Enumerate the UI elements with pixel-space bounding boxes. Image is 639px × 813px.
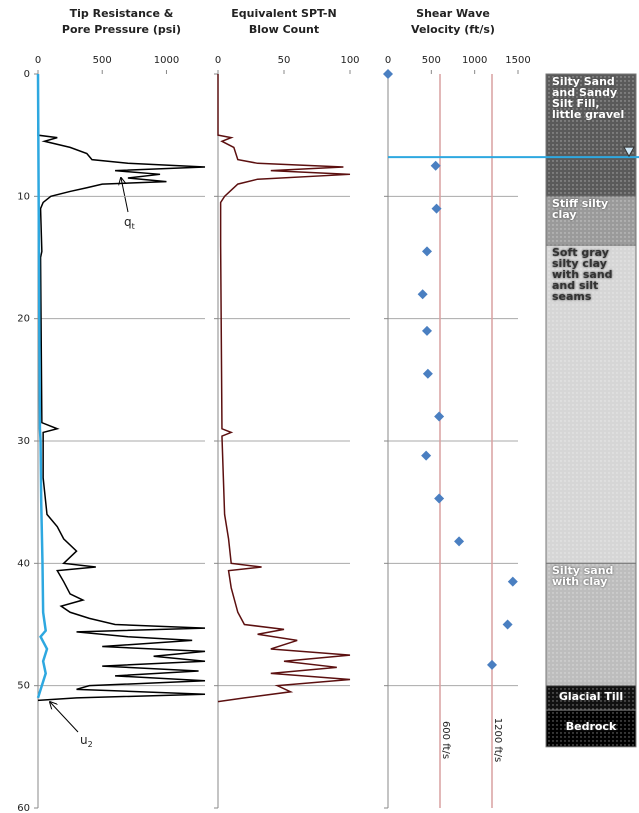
chart-title: Equivalent SPT-N	[231, 7, 336, 20]
stratum-texture	[546, 685, 636, 711]
data-point	[434, 411, 445, 422]
stratum-label-box: Silty sand with clay	[552, 564, 614, 589]
x-tick-label: 1000	[154, 55, 179, 66]
stratum-label: Glacial Till	[558, 689, 624, 703]
stratum-texture	[546, 563, 636, 686]
data-point	[422, 368, 433, 379]
x-tick-label: 100	[340, 55, 359, 66]
data-point	[507, 576, 518, 587]
x-tick-label: 1000	[462, 55, 487, 66]
data-point	[422, 325, 432, 336]
data-line	[37, 74, 206, 702]
stratum-label-box: Stiff silty clay	[552, 197, 609, 222]
y-tick-label: 0	[24, 69, 30, 80]
stratum-label-box: Glacial Till	[558, 689, 624, 703]
data-point	[431, 203, 442, 214]
x-tick-label: 0	[215, 55, 221, 66]
stratum-texture	[546, 710, 636, 747]
data-point	[421, 450, 432, 461]
chart-title: Shear Wave	[416, 7, 490, 20]
annotation: u2	[80, 733, 93, 749]
x-tick-label: 50	[278, 55, 291, 66]
data-point	[434, 493, 445, 504]
y-tick-label: 60	[17, 803, 30, 813]
data-point	[417, 289, 428, 300]
data-point	[422, 246, 432, 257]
data-line	[36, 73, 49, 699]
x-tick-label: 500	[422, 55, 441, 66]
annotation-arrow	[50, 702, 79, 733]
stratum-label: Silty Sand and Sandy Silt Fill, little g…	[552, 75, 625, 121]
data-point	[502, 619, 513, 630]
chart-title: Blow Count	[249, 23, 319, 36]
data-line	[217, 74, 351, 703]
data-point	[454, 536, 465, 547]
x-tick-label: 0	[35, 55, 41, 66]
stratum-texture	[546, 196, 636, 246]
annotation: qt	[124, 215, 135, 231]
stratum-label-box: Bedrock	[565, 720, 617, 734]
y-tick-label: 40	[17, 558, 30, 569]
y-tick-label: 50	[17, 681, 30, 692]
y-tick-label: 20	[17, 314, 30, 325]
x-tick-label: 0	[385, 55, 391, 66]
reference-label: 600 ft/s	[440, 721, 451, 759]
stratum-texture	[546, 245, 636, 564]
data-point	[430, 160, 441, 171]
chart-title: Tip Resistance &	[70, 7, 174, 20]
stratum-label: Soft gray silty clay with sand and silt …	[552, 246, 613, 304]
stratum-label: Bedrock	[565, 720, 617, 734]
reference-label: 1200 ft/s	[492, 718, 503, 762]
chart-title: Velocity (ft/s)	[411, 23, 495, 36]
y-tick-label: 10	[17, 191, 30, 202]
stratum-label-box: Silty Sand and Sandy Silt Fill, little g…	[552, 75, 625, 121]
chart-title: Pore Pressure (psi)	[62, 23, 181, 36]
stratum-texture	[546, 74, 636, 197]
stratum-label: Silty sand with clay	[552, 564, 614, 589]
data-point	[487, 659, 497, 670]
data-point	[383, 69, 393, 79]
stratum-label-box: Soft gray silty clay with sand and silt …	[552, 246, 613, 304]
y-tick-label: 30	[17, 436, 30, 447]
water-table-symbol	[623, 146, 635, 158]
x-tick-label: 1500	[505, 55, 530, 66]
x-tick-label: 500	[93, 55, 112, 66]
stratum-label: Stiff silty clay	[552, 197, 609, 222]
